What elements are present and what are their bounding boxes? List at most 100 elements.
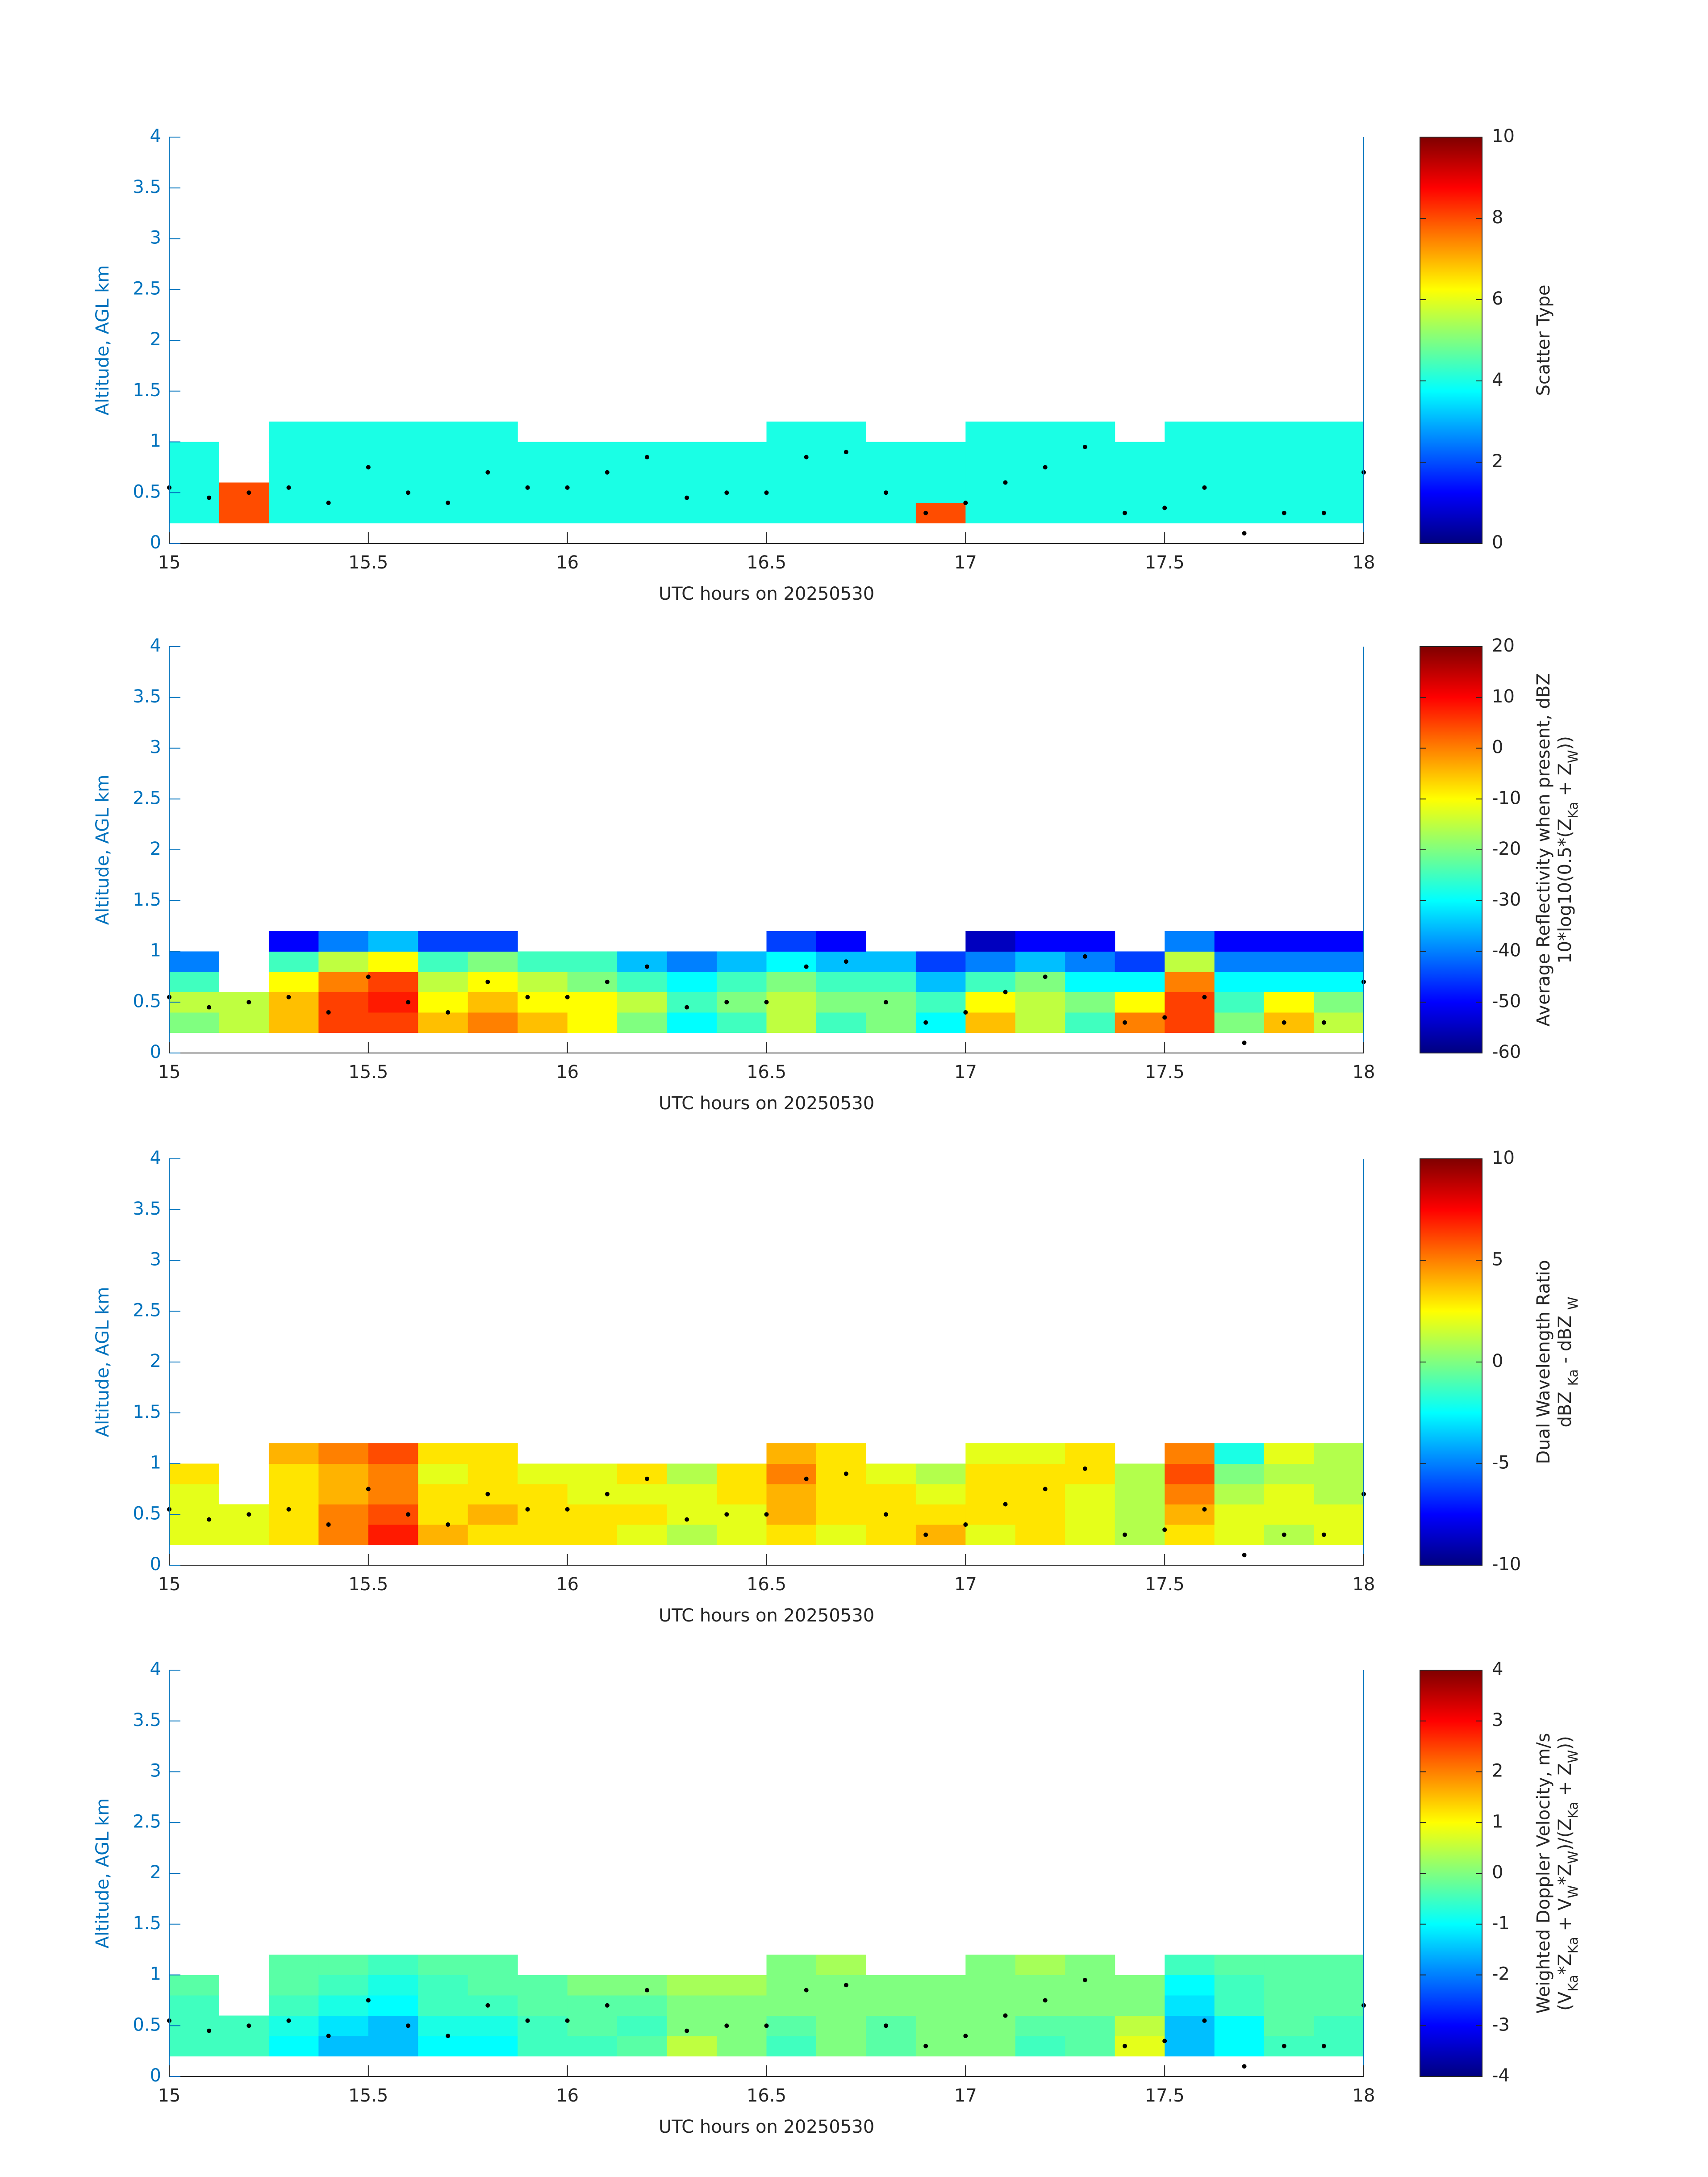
heatmap-cell bbox=[219, 1504, 269, 1525]
x-axis-label: UTC hours on 20250530 bbox=[659, 584, 874, 604]
heatmap-cell bbox=[1065, 1955, 1115, 1975]
heatmap-cell bbox=[965, 972, 1016, 992]
marker-point bbox=[764, 490, 769, 495]
heatmap-cell bbox=[567, 462, 618, 483]
marker-point bbox=[207, 495, 212, 500]
heatmap-cell bbox=[1214, 931, 1265, 952]
heatmap-cell bbox=[518, 503, 568, 523]
heatmap-cell bbox=[1115, 2036, 1165, 2056]
marker-point bbox=[923, 1020, 928, 1025]
marker-point bbox=[724, 490, 729, 495]
heatmap-cell bbox=[965, 482, 1016, 503]
colorbar-tick-label: 8 bbox=[1492, 207, 1503, 228]
heatmap-cell bbox=[468, 1443, 518, 1464]
heatmap-cell bbox=[418, 931, 468, 952]
marker-point bbox=[1321, 1532, 1326, 1537]
heatmap-cell bbox=[268, 1443, 319, 1464]
marker-point bbox=[685, 1005, 689, 1010]
marker-point bbox=[286, 994, 291, 999]
heatmap-cell bbox=[268, 462, 319, 483]
marker-point bbox=[1082, 1977, 1087, 1982]
heatmap-cell bbox=[866, 442, 916, 463]
y-axis-label: Altitude, AGL km bbox=[92, 775, 113, 925]
heatmap-cell bbox=[1214, 1504, 1265, 1525]
colorbar-tick-label: 0 bbox=[1492, 1862, 1503, 1883]
marker-point bbox=[286, 1507, 291, 1512]
marker-point bbox=[1003, 990, 1008, 994]
heatmap-cell bbox=[468, 2015, 518, 2036]
x-tick-label: 18 bbox=[1353, 2085, 1375, 2106]
heatmap-cell bbox=[1264, 1975, 1315, 1996]
x-tick-label: 15 bbox=[158, 1062, 181, 1082]
heatmap-cell bbox=[717, 972, 767, 992]
heatmap-cell bbox=[518, 1012, 568, 1033]
heatmap-cell bbox=[667, 482, 717, 503]
heatmap-cell bbox=[667, 951, 717, 972]
heatmap-cell bbox=[1065, 503, 1115, 523]
heatmap-cell bbox=[1015, 1995, 1065, 2016]
heatmap-cell bbox=[418, 1975, 468, 1996]
heatmap-cell bbox=[1115, 1975, 1165, 1996]
heatmap-cell bbox=[617, 1012, 668, 1033]
heatmap-cell bbox=[717, 1525, 767, 1545]
heatmap-cell bbox=[318, 1504, 369, 1525]
heatmap-cell bbox=[1264, 931, 1315, 952]
marker-point bbox=[525, 994, 530, 999]
heatmap-cell bbox=[1214, 2036, 1265, 2056]
y-axis-label: Altitude, AGL km bbox=[92, 1287, 113, 1437]
marker-point bbox=[1082, 1466, 1087, 1471]
marker-point bbox=[485, 470, 490, 475]
marker-point bbox=[1043, 974, 1048, 979]
heatmap-cell bbox=[1015, 1975, 1065, 1996]
heatmap-cell bbox=[965, 1484, 1016, 1504]
x-tick-label: 17 bbox=[954, 2085, 977, 2106]
y-tick-label: 2.5 bbox=[133, 1811, 161, 1832]
heatmap-cell bbox=[816, 2036, 866, 2056]
heatmap-cell bbox=[219, 503, 269, 523]
heatmap-cell bbox=[1214, 1463, 1265, 1484]
x-tick-label: 15.5 bbox=[348, 1574, 388, 1595]
heatmap-cell bbox=[518, 972, 568, 992]
marker-point bbox=[1282, 1020, 1286, 1025]
marker-point bbox=[884, 1512, 888, 1517]
heatmap-cell bbox=[717, 951, 767, 972]
heatmap-cell bbox=[816, 482, 866, 503]
y-tick-label: 0 bbox=[150, 1554, 161, 1575]
heatmap-cell bbox=[1214, 442, 1265, 463]
marker-point bbox=[207, 1005, 212, 1010]
x-tick-label: 15 bbox=[158, 2085, 181, 2106]
x-tick-label: 18 bbox=[1353, 1574, 1375, 1595]
heatmap-cell bbox=[866, 1525, 916, 1545]
heatmap-cell bbox=[816, 972, 866, 992]
marker-point bbox=[724, 1000, 729, 1005]
heatmap-cell bbox=[318, 1463, 369, 1484]
heatmap-cell bbox=[1314, 2036, 1364, 2056]
heatmap-cell bbox=[468, 1463, 518, 1484]
marker-point bbox=[764, 1000, 769, 1005]
colorbar-label-subscript: W bbox=[1566, 750, 1581, 763]
marker-point bbox=[1282, 1532, 1286, 1537]
heatmap-cell bbox=[1165, 1443, 1215, 1464]
heatmap-cell bbox=[816, 503, 866, 523]
heatmap-cell bbox=[915, 503, 966, 523]
y-tick-label: 1.5 bbox=[133, 380, 161, 401]
heatmap-cell bbox=[766, 442, 817, 463]
heatmap-cell bbox=[268, 1525, 319, 1545]
heatmap-cell bbox=[617, 992, 668, 1013]
colorbar-label-subscript: W bbox=[1566, 1750, 1581, 1763]
heatmap-cell bbox=[866, 1463, 916, 1484]
heatmap-cell bbox=[567, 2015, 618, 2036]
colorbar-label-subscript: Ka bbox=[1566, 1937, 1581, 1954]
marker-point bbox=[406, 1000, 410, 1005]
heatmap-cell bbox=[667, 1012, 717, 1033]
marker-point bbox=[844, 450, 848, 455]
x-tick-label: 15.5 bbox=[348, 1062, 388, 1082]
heatmap-cell bbox=[816, 2015, 866, 2036]
heatmap-cell bbox=[816, 1504, 866, 1525]
heatmap-cell bbox=[766, 462, 817, 483]
heatmap-cell bbox=[169, 1484, 219, 1504]
heatmap-cell bbox=[169, 1012, 219, 1033]
heatmap-cell bbox=[518, 2015, 568, 2036]
heatmap-cell bbox=[468, 1012, 518, 1033]
x-tick-label: 17 bbox=[954, 1574, 977, 1595]
